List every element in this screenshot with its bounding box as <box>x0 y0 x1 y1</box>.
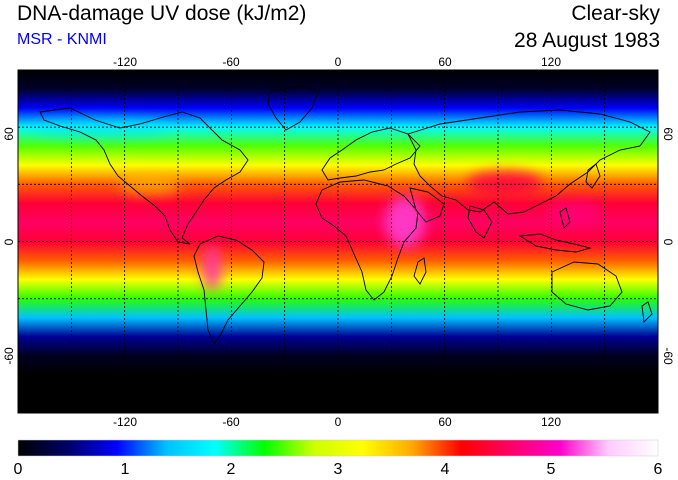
lon-tick-top: 120 <box>541 55 561 69</box>
lon-tick-bottom: 0 <box>335 415 342 429</box>
coastline-greenland <box>267 85 319 131</box>
regional-highs <box>30 118 603 290</box>
colorbar-tick-label: 2 <box>227 461 236 478</box>
colorbar-tick-label: 4 <box>441 461 450 478</box>
coastline-india <box>467 205 493 239</box>
lon-tick-top: -120 <box>113 55 137 69</box>
coastline-madagascar <box>413 257 427 285</box>
lon-tick-top: 60 <box>438 55 452 69</box>
andes-high-region <box>202 246 222 290</box>
coastline-japan <box>585 163 601 189</box>
coastline-north-america <box>39 107 249 245</box>
lat-tick-left: 0 <box>2 238 16 245</box>
lon-tick-bottom: -60 <box>222 415 240 429</box>
coastline-africa <box>315 179 419 301</box>
west-pacific-band <box>547 200 603 224</box>
date-label: 28 August 1983 <box>514 29 660 52</box>
coastline-asia <box>407 109 651 215</box>
colorbar-tick-label: 0 <box>14 461 23 478</box>
lat-tick-right: 60 <box>661 127 675 141</box>
coastline-philippines <box>559 207 571 229</box>
lon-tick-top: 0 <box>335 55 342 69</box>
coastline-antarctica <box>18 383 658 393</box>
lon-tick-bottom: -120 <box>113 415 137 429</box>
colorbar-frame <box>17 439 659 457</box>
coastlines <box>18 85 658 393</box>
lon-tick-bottom: 60 <box>438 415 452 429</box>
lat-tick-left: -60 <box>2 347 16 365</box>
tibet-high-region <box>467 171 543 195</box>
coastline-europe <box>321 127 421 181</box>
lon-tick-top: -60 <box>222 55 240 69</box>
lat-tick-left: 60 <box>2 127 16 141</box>
colorbar-tick-label: 3 <box>334 461 343 478</box>
colorbar-tick-label: 5 <box>547 461 556 478</box>
coastline-new-zealand <box>641 301 653 323</box>
graticule <box>18 70 658 413</box>
north-pacific-band <box>30 118 170 138</box>
map-frame <box>17 69 659 414</box>
coastline-arabia <box>409 187 445 223</box>
source-label: MSR - KNMI <box>17 31 107 48</box>
lat-tick-right: -60 <box>661 347 675 365</box>
axis-tick-labels: -120 -60 0 60 120 -120 -60 0 60 120 60 0… <box>2 55 675 429</box>
lon-tick-bottom: 120 <box>541 415 561 429</box>
colorbar-tick-label: 1 <box>121 461 130 478</box>
colorbar-tick-labels: 0 1 2 3 4 5 6 <box>14 461 663 478</box>
coastline-south-america <box>193 235 265 345</box>
map-area[interactable] <box>18 70 658 413</box>
lat-tick-right: 0 <box>661 239 675 246</box>
sky-condition-label: Clear-sky <box>571 2 660 25</box>
map-title: DNA-damage UV dose (kJ/m2) <box>17 2 307 25</box>
colorbar: 0 1 2 3 4 5 6 <box>14 439 663 478</box>
colorbar-tick-label: 6 <box>654 461 663 478</box>
colorbar-scale <box>18 440 658 456</box>
coastline-indonesia <box>518 233 592 253</box>
